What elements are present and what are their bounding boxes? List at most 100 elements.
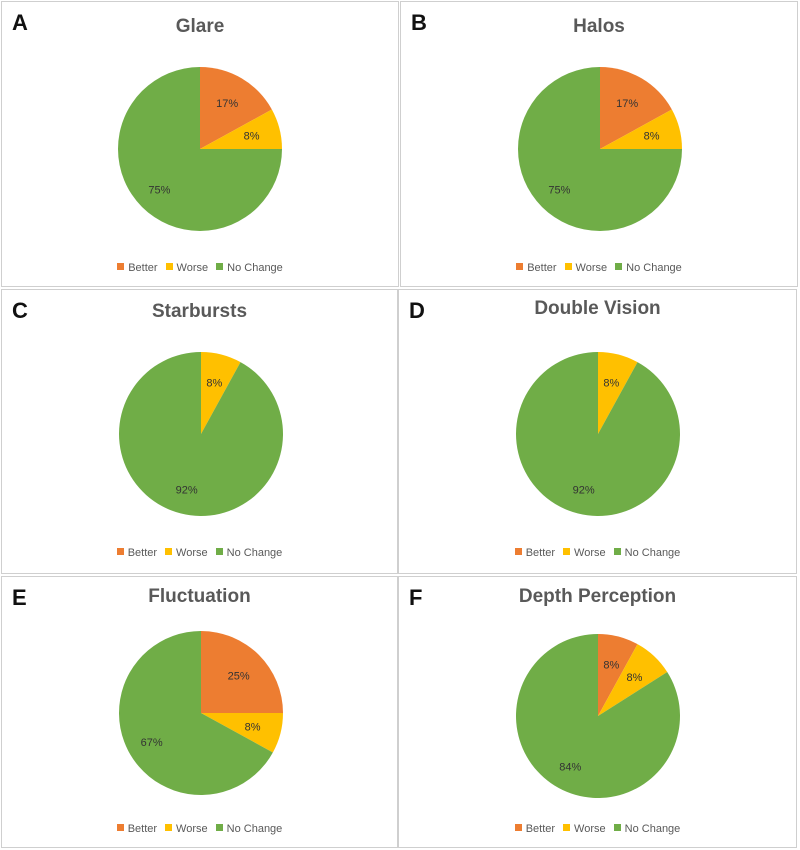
legend-label: Worse <box>575 262 608 274</box>
legend-item: Better <box>116 823 158 835</box>
panel-letter: D <box>409 298 425 323</box>
panel-letter: F <box>409 585 423 610</box>
legend-swatch <box>615 263 623 270</box>
legend-item: No Change <box>615 262 682 274</box>
pie-slice-no-change <box>516 352 681 516</box>
legend-item: Better <box>514 547 556 559</box>
legend-label: No Change <box>226 823 283 835</box>
legend-swatch <box>116 548 124 555</box>
legend-label: Worse <box>176 547 208 559</box>
pie-chart: 17% 8% 75% <box>118 67 283 231</box>
legend-label: Worse <box>574 547 606 559</box>
legend-item: No Change <box>216 262 283 274</box>
legend-label: No Change <box>227 262 283 274</box>
pie-slice-worse <box>600 109 682 149</box>
legend: Better Worse No Change <box>399 823 796 835</box>
legend-label: Worse <box>574 823 606 835</box>
pie-slice-no-change <box>118 67 282 231</box>
legend-item: Worse <box>165 547 208 559</box>
panel-letter: B <box>411 10 427 35</box>
legend-swatch <box>516 263 524 270</box>
data-label: 25% <box>228 670 250 682</box>
legend: Better Worse No Change <box>2 262 398 274</box>
legend-swatch <box>117 263 125 270</box>
legend-item: No Change <box>215 823 283 835</box>
pie-slice-better <box>600 67 672 149</box>
legend-swatch <box>165 263 173 270</box>
legend-label: Worse <box>176 262 209 274</box>
legend: Better Worse No Change <box>401 262 797 274</box>
legend-item: Worse <box>165 823 208 835</box>
data-label: 75% <box>148 185 170 197</box>
legend-label: Better <box>525 547 556 559</box>
legend-swatch <box>165 824 173 831</box>
legend-label: Better <box>527 262 557 274</box>
data-label: 8% <box>627 672 643 684</box>
data-label: 84% <box>559 761 581 773</box>
legend-label: No Change <box>226 547 283 559</box>
chart-panel-e: E Fluctuation 25% 8% 67% Better Worse No Change <box>1 576 398 848</box>
pie-slice-worse <box>201 352 241 434</box>
pie-slice-better <box>200 67 272 149</box>
data-label: 8% <box>603 377 619 389</box>
legend-item: Worse <box>165 262 209 274</box>
pie-slice-no-change <box>518 67 682 231</box>
pie-slice-better <box>598 634 638 716</box>
legend-item: No Change <box>613 823 680 835</box>
legend-swatch <box>563 548 571 555</box>
legend-swatch <box>613 824 621 831</box>
legend-item: Better <box>117 262 158 274</box>
pie-chart: 17% 8% 75% <box>518 67 682 231</box>
data-label: 8% <box>244 131 260 143</box>
pie-slice-worse <box>598 644 668 716</box>
legend: Better Worse No Change <box>2 823 397 835</box>
legend-label: Worse <box>176 823 208 835</box>
legend-item: No Change <box>613 547 681 559</box>
chart-title: Double Vision <box>534 298 661 319</box>
pie-chart: 8% 92% <box>119 352 284 516</box>
legend-item: Better <box>116 547 158 559</box>
data-label: 8% <box>644 131 660 143</box>
pie-slice-worse <box>200 109 283 149</box>
legend-swatch <box>564 263 572 270</box>
pie-slice-no-change <box>515 634 680 798</box>
legend-label: Better <box>127 823 158 835</box>
pie-slice-no-change <box>119 352 284 516</box>
chart-panel-a: A Glare 17% 8% 75% Better Worse No Change <box>1 1 399 287</box>
legend-item: Better <box>514 823 556 835</box>
legend-swatch <box>563 824 571 831</box>
legend-swatch <box>215 824 223 831</box>
chart-title: Glare <box>175 16 225 37</box>
legend-label: Better <box>525 823 556 835</box>
pie-slice-no-change <box>119 631 273 795</box>
legend-label: Better <box>127 547 158 559</box>
data-label: 8% <box>603 659 619 671</box>
data-label: 67% <box>141 737 163 749</box>
pie-chart: 8% 8% 84% <box>515 634 680 798</box>
chart-panel-d: D Double Vision 8% 92% Better Worse No Change <box>398 289 797 574</box>
data-label: 8% <box>245 721 261 733</box>
legend-item: Better <box>516 262 557 274</box>
data-label: 92% <box>573 485 595 497</box>
legend-item: No Change <box>215 547 283 559</box>
panel-letter: C <box>12 298 28 323</box>
pie-slice-worse <box>598 352 638 434</box>
chart-title: Fluctuation <box>148 586 251 607</box>
legend-swatch <box>116 824 124 831</box>
legend-label: No Change <box>624 547 681 559</box>
legend-label: No Change <box>626 262 682 274</box>
legend-item: Worse <box>563 823 606 835</box>
legend: Better Worse No Change <box>399 547 796 559</box>
pie-chart: 25% 8% 67% <box>119 631 283 795</box>
panel-letter: A <box>12 10 28 35</box>
chart-panel-c: C Starbursts 8% 92% Better Worse No Change <box>1 289 398 574</box>
pie-chart: 8% 92% <box>516 352 681 516</box>
legend: Better Worse No Change <box>2 547 397 559</box>
legend-swatch <box>216 263 224 270</box>
chart-panel-b: B Halos 17% 8% 75% Better Worse No Change <box>400 1 798 287</box>
data-label: 8% <box>206 377 222 389</box>
legend-item: Worse <box>563 547 606 559</box>
data-label: 17% <box>216 98 238 110</box>
chart-title: Depth Perception <box>518 586 677 607</box>
chart-title: Halos <box>573 16 625 37</box>
